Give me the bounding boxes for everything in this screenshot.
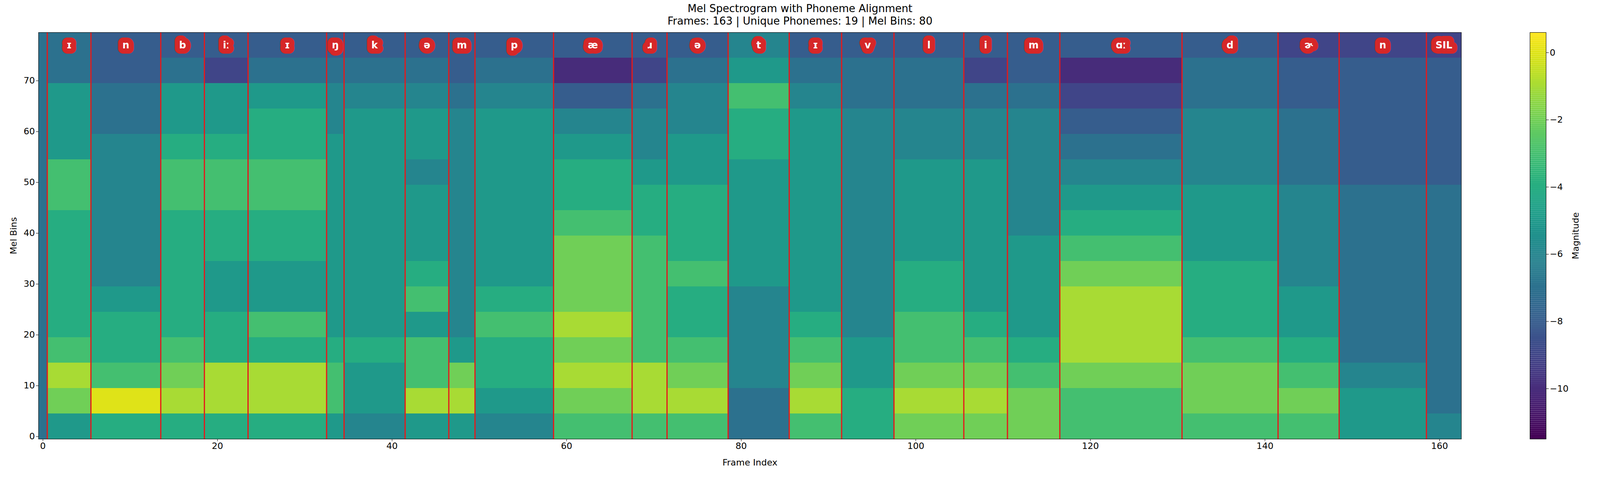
- svg-text:ɪ: ɪ: [284, 39, 290, 51]
- svg-text:−10: −10: [1549, 383, 1569, 394]
- svg-text:−2: −2: [1549, 114, 1563, 125]
- svg-text:0: 0: [29, 431, 36, 442]
- svg-text:ə: ə: [423, 39, 431, 51]
- svg-text:n: n: [122, 39, 130, 51]
- svg-text:ɹ: ɹ: [647, 39, 653, 51]
- svg-text:100: 100: [907, 441, 925, 452]
- svg-text:ɪ: ɪ: [66, 39, 72, 51]
- svg-text:10: 10: [23, 380, 36, 391]
- svg-text:m: m: [456, 39, 468, 51]
- svg-text:d: d: [1226, 39, 1234, 51]
- svg-text:Frame Index: Frame Index: [722, 457, 778, 468]
- svg-text:140: 140: [1256, 441, 1274, 452]
- svg-text:70: 70: [23, 75, 36, 86]
- svg-text:ɪ: ɪ: [812, 39, 819, 51]
- svg-text:40: 40: [23, 228, 36, 239]
- svg-text:0: 0: [39, 441, 46, 452]
- svg-text:v: v: [864, 39, 872, 51]
- svg-text:−6: −6: [1549, 249, 1563, 260]
- svg-text:ɚ: ɚ: [1304, 39, 1314, 51]
- svg-text:k: k: [371, 39, 379, 51]
- svg-text:160: 160: [1430, 441, 1448, 452]
- svg-text:i: i: [984, 39, 988, 51]
- svg-text:−8: −8: [1549, 316, 1563, 327]
- svg-text:SIL: SIL: [1435, 39, 1453, 51]
- svg-text:m: m: [1028, 39, 1039, 51]
- svg-text:80: 80: [735, 441, 747, 452]
- svg-text:ɑː: ɑː: [1115, 39, 1126, 51]
- svg-text:30: 30: [23, 278, 36, 290]
- svg-text:60: 60: [23, 126, 36, 137]
- html-text:Mel Spectrogram with Phoneme A: Mel Spectrogram with Phoneme Alignment: [687, 2, 913, 15]
- svg-text:0: 0: [1549, 47, 1556, 58]
- svg-text:æ: æ: [587, 39, 598, 51]
- svg-text:−4: −4: [1549, 182, 1563, 193]
- svg-text:20: 20: [211, 441, 224, 452]
- svg-text:120: 120: [1081, 441, 1099, 452]
- svg-text:ə: ə: [694, 39, 701, 51]
- svg-text:Mel Bins: Mel Bins: [8, 217, 19, 255]
- svg-text:t: t: [756, 39, 761, 51]
- svg-text:n: n: [1379, 39, 1387, 51]
- svg-text:l: l: [927, 39, 931, 51]
- svg-text:b: b: [179, 39, 187, 51]
- svg-text:iː: iː: [222, 39, 230, 51]
- svg-text:20: 20: [23, 329, 36, 340]
- svg-text:40: 40: [386, 441, 398, 452]
- html-text:Frames: 163 | Unique Phonemes:: Frames: 163 | Unique Phonemes: 19 | Mel …: [667, 14, 933, 28]
- svg-text:p: p: [510, 39, 518, 51]
- svg-text:Magnitude: Magnitude: [1570, 212, 1581, 260]
- svg-text:50: 50: [23, 177, 36, 188]
- svg-text:60: 60: [561, 441, 573, 452]
- svg-text:ŋ: ŋ: [331, 39, 339, 51]
